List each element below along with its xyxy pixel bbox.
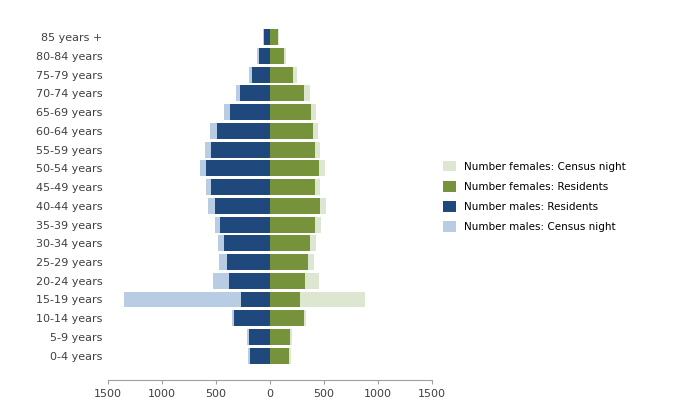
Bar — [230, 104, 269, 120]
Bar — [269, 179, 320, 195]
Bar — [258, 48, 269, 64]
Bar — [269, 291, 365, 308]
Bar — [269, 254, 314, 270]
Bar — [210, 123, 269, 139]
Bar — [269, 235, 310, 251]
Bar — [269, 161, 319, 176]
Bar — [232, 310, 269, 326]
Bar — [248, 329, 269, 345]
Bar — [224, 235, 269, 251]
Bar — [269, 198, 326, 214]
Bar — [220, 217, 269, 232]
Bar — [247, 329, 269, 345]
Bar — [269, 217, 315, 232]
Bar — [269, 235, 316, 251]
Bar — [248, 348, 269, 364]
Bar — [269, 348, 291, 364]
Bar — [250, 348, 269, 364]
Bar — [269, 29, 278, 45]
Bar — [214, 198, 269, 214]
Bar — [263, 29, 269, 45]
Bar — [269, 254, 308, 270]
Bar — [206, 161, 269, 176]
Bar — [211, 142, 269, 158]
Bar — [218, 235, 269, 251]
Bar — [269, 123, 317, 139]
Bar — [269, 348, 289, 364]
Bar — [269, 48, 284, 64]
Bar — [252, 67, 269, 83]
Bar — [269, 29, 279, 45]
Bar — [200, 161, 269, 176]
Bar — [269, 85, 304, 102]
Bar — [206, 179, 269, 195]
Bar — [269, 85, 310, 102]
Bar — [241, 291, 269, 308]
Bar — [269, 67, 296, 83]
Bar — [269, 179, 315, 195]
Bar — [224, 104, 269, 120]
Bar — [269, 67, 293, 83]
Bar — [227, 254, 269, 270]
Bar — [212, 273, 269, 289]
Bar — [269, 329, 292, 345]
Legend: Number females: Census night, Number females: Residents, Number males: Residents: Number females: Census night, Number fem… — [440, 158, 628, 235]
Bar — [269, 217, 321, 232]
Bar — [217, 123, 269, 139]
Bar — [269, 273, 319, 289]
Bar — [269, 198, 320, 214]
Bar — [269, 142, 315, 158]
Bar — [124, 291, 269, 308]
Bar — [269, 104, 311, 120]
Bar — [236, 85, 269, 102]
Bar — [269, 161, 325, 176]
Bar — [229, 273, 269, 289]
Bar — [248, 67, 269, 83]
Bar — [205, 142, 269, 158]
Bar — [269, 123, 313, 139]
Bar — [269, 310, 306, 326]
Bar — [264, 29, 269, 45]
Bar — [269, 291, 300, 308]
Bar — [214, 217, 269, 232]
Bar — [269, 48, 287, 64]
Bar — [269, 273, 306, 289]
Bar — [269, 142, 320, 158]
Bar — [269, 329, 290, 345]
Bar — [219, 254, 269, 270]
Bar — [234, 310, 269, 326]
Bar — [269, 104, 316, 120]
Bar — [240, 85, 269, 102]
Bar — [208, 198, 269, 214]
Bar — [259, 48, 269, 64]
Bar — [269, 310, 303, 326]
Bar — [211, 179, 269, 195]
